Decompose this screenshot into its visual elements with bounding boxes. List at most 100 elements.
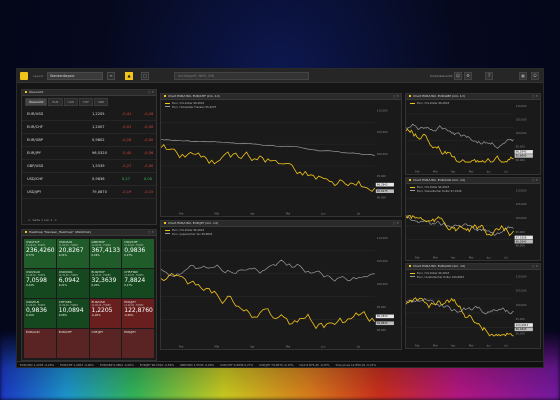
- heatmap-tile[interactable]: USD/ZAR 11.09.20 - FOREX 20,8267 0,21%: [56, 239, 89, 268]
- table-row[interactable]: EUR/USD 1,2205 -0,41 -0,26: [22, 108, 156, 121]
- tile-value: 10,0894: [58, 307, 84, 314]
- chart-plot[interactable]: 110,000 105,000 100,000 95,000 90,000 96,2843…: [161, 100, 401, 216]
- heatmap-tile[interactable]: EUR/USD 11.09.20 - FOREX 1,2205 -0,26%: [89, 299, 122, 328]
- heatmap-tile[interactable]: CHF/SEK 11.09.20 - FOREX 10,0894 0,08%: [56, 299, 89, 328]
- x-tick-label: Apr: [451, 170, 456, 174]
- tab-usd[interactable]: USD: [63, 98, 78, 106]
- chart-plot[interactable]: 110,000 105,000 100,000 95,000 90,000 97,1926…: [406, 184, 540, 260]
- pair-value: 1,2007: [92, 125, 105, 129]
- watchlist-tabs: Übersicht EUR USD CHF GBP: [22, 96, 156, 108]
- table-row[interactable]: USD/JPY 79,0870 -0,19 -0,15: [22, 186, 156, 199]
- window-icon[interactable]: □: [141, 72, 149, 80]
- tile-value: 236,4260: [26, 247, 55, 254]
- x-tick-label: Apr: [250, 344, 255, 348]
- pair-percent: -0,00: [144, 164, 154, 168]
- legend-swatch: [410, 190, 415, 192]
- x-tick-label: Jun: [486, 256, 491, 260]
- legend-swatch: [165, 102, 170, 104]
- help-icon[interactable]: ?: [485, 72, 493, 80]
- value-tag-label: 96,2843: [516, 327, 527, 331]
- heatmap-tile[interactable]: USD/PLN 11.09.20 - FOREX 0,9836 0,10%: [24, 299, 56, 328]
- chart-title: Chart EUR/USD, EUR/JPY (km, 1d): [168, 221, 219, 225]
- y-tick-label: 100,000: [516, 131, 527, 135]
- panel-controls-icon[interactable]: ▢ ✕: [147, 90, 154, 94]
- y-tick-label: 100,000: [377, 152, 388, 156]
- user-icon[interactable]: ☺: [454, 72, 462, 80]
- tile-percent: 0,08%: [58, 314, 67, 317]
- chart-plot[interactable]: 110,000 105,000 100,000 95,000 90,000 96,2843…: [406, 100, 540, 174]
- panel-marker-icon: [164, 222, 166, 224]
- heatmap-tile[interactable]: EUR/JPY 11.09.20 - FOREX 122,8760 -0,56%: [122, 299, 154, 328]
- table-row[interactable]: EUR/GBP 0,9802 -0,16 -0,00: [22, 134, 156, 147]
- table-row[interactable]: USD/CHF 0,9836 0,27 0,00: [22, 173, 156, 186]
- legend-label: Euro / US-Dollar 96,2843: [417, 186, 450, 189]
- x-tick-label: Feb: [179, 344, 184, 348]
- heatmap-tile[interactable]: USD/DKK 11.09.20 - FOREX 6,0942 0,21%: [56, 269, 89, 298]
- ticker-item[interactable]: EUR/USD 1,2205 -0,26%: [20, 363, 55, 367]
- tab-chf[interactable]: CHF: [78, 98, 93, 106]
- tile-time: 11.09.20 - FOREX: [91, 274, 111, 277]
- tile-percent: -0,26%: [91, 314, 101, 317]
- heatmap-tile[interactable]: USD/HUF 11.09.20 - FOREX 236,4260 0,77%: [24, 239, 56, 268]
- ticker-item[interactable]: GBP/USD 1,5539 -0,00%: [180, 363, 215, 367]
- tile-time: 11.09.20 - FOREX: [58, 274, 79, 277]
- tab-overview[interactable]: Übersicht: [25, 98, 48, 106]
- settings-icon[interactable]: ⚙: [464, 72, 472, 80]
- chart-plot[interactable]: 110,000 105,000 100,000 95,000 90,000 100,684…: [406, 270, 540, 348]
- ticker-item[interactable]: EUR/CHF 1,2007 -0,00%: [60, 363, 94, 367]
- heatmap-tile[interactable]: EUR/HUF 11.09.20 - FOREX 32,3639 0,20%: [89, 269, 122, 298]
- chart-legend: Euro / US-Dollar 96,2843 Euro / Australis…: [410, 272, 464, 279]
- panel-controls-icon[interactable]: ▢ ✕: [392, 221, 399, 225]
- panel-controls-icon[interactable]: ▢ ✕: [531, 264, 538, 268]
- ticker-item[interactable]: Dow Jones 12.850,01 -0,21%: [335, 363, 377, 367]
- layout-select[interactable]: Standardlayout: [47, 72, 103, 80]
- ticker-item[interactable]: USD/JPY 79,0870 -0,15%: [259, 363, 294, 367]
- legend-entry: Euro / US-Dollar 96,2843: [165, 229, 212, 233]
- series-line-primary: [406, 297, 514, 337]
- tile-time: 11.09.20 - FOREX: [124, 244, 144, 247]
- exit-icon[interactable]: ⏻: [531, 72, 539, 80]
- layout-label: Layout: [33, 74, 44, 78]
- chart-svg: 110,000 105,000 100,000 95,000 90,000 96,2843…: [406, 104, 533, 174]
- value-tag: [514, 235, 533, 240]
- search-input[interactable]: Suchbegriff, WKN, ISIN: [174, 72, 309, 80]
- layout-icon[interactable]: ▦: [519, 72, 527, 80]
- account-overview-label[interactable]: Kontoübersicht: [430, 74, 453, 78]
- pager-next-button[interactable]: >: [54, 218, 57, 222]
- ticker-item[interactable]: EUR/GBP 0,9802 -0,00%: [99, 363, 134, 367]
- panel-controls-icon[interactable]: ▢ ✕: [531, 178, 538, 182]
- panel-controls-icon[interactable]: ▢ ✕: [531, 94, 538, 98]
- panel-controls-icon[interactable]: ▢ ✕: [392, 94, 399, 98]
- pager-prev-button[interactable]: <: [28, 218, 31, 222]
- y-tick-label: 90,000: [516, 244, 526, 248]
- chart-plot[interactable]: 110,000 105,000 100,000 95,000 90,000 96,2843…: [161, 227, 401, 349]
- tab-gbp[interactable]: GBP: [94, 98, 109, 106]
- x-tick-label: Jun: [486, 344, 491, 348]
- pair-value: 1,5539: [92, 164, 105, 168]
- ticker-item[interactable]: DAX 6.875,45 -0,15%: [299, 363, 330, 367]
- heatmap-tile[interactable]: USD/SGD 11.09.20 - FOREX 7,0598 0,24%: [24, 269, 56, 298]
- heatmap-tile[interactable]: USD/CHF 11.09.20 - FOREX 0,9836 0,27%: [122, 239, 154, 268]
- chart-mode-icon[interactable]: ▲: [125, 72, 133, 80]
- ticker-item[interactable]: USD/CHF 0,9836 0,27%: [220, 363, 254, 367]
- heatmap-tile[interactable]: GBP/HUF 11.09.20 - FOREX 367,4133 0,29%: [89, 239, 122, 268]
- heatmap-tile[interactable]: EUR/AUD: [24, 329, 56, 358]
- ticker-item[interactable]: EUR/JPY 96,5320 -0,56%: [139, 363, 175, 367]
- panel-marker-icon: [409, 265, 411, 267]
- heatmap-tile[interactable]: CHF/HKD 11.09.20 - FOREX 7,8824 0,17%: [122, 269, 154, 298]
- panel-controls-icon[interactable]: ▢ ✕: [147, 230, 154, 234]
- table-row[interactable]: EUR/CHF 1,2007 -0,01 -0,00: [22, 121, 156, 134]
- x-tick-label: Jul: [504, 256, 508, 260]
- heatmap-tile[interactable]: EUR/JPY: [122, 329, 154, 358]
- tab-eur[interactable]: EUR: [48, 98, 63, 106]
- heatmap-tile[interactable]: CHF/JPY: [89, 329, 122, 358]
- menu-icon[interactable]: ≡: [107, 72, 115, 80]
- legend-entry: Euro / US-Dollar 96,2843: [410, 102, 449, 106]
- table-row[interactable]: GBP/USD 1,5539 -0,27 -0,00: [22, 160, 156, 173]
- heatmap-tile[interactable]: EUR/CHF: [56, 329, 89, 358]
- table-row[interactable]: EUR/JPY 96,5320 -0,45 -0,56: [22, 147, 156, 160]
- pair-change: -0,16: [122, 138, 132, 142]
- y-tick-label: 105,000: [377, 130, 388, 134]
- chart-header: Chart EUR/USD, EUR/AUD (km, 1d) ▢ ✕: [406, 264, 540, 270]
- x-tick-label: Mär: [214, 344, 220, 348]
